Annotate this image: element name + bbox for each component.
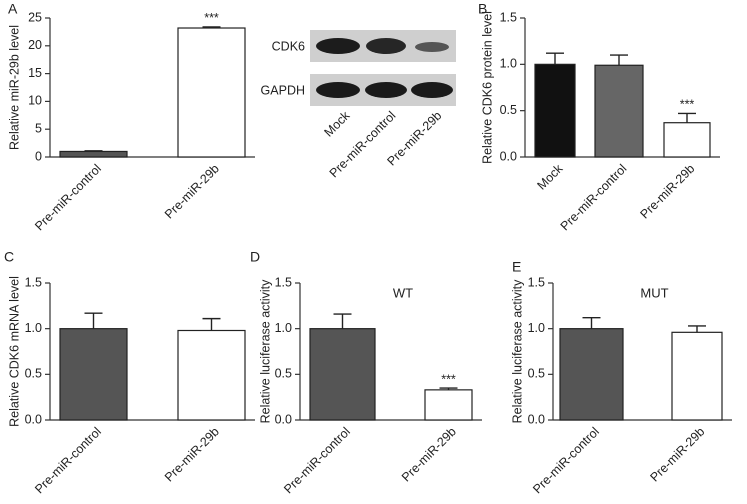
y-tick-label: 0.5: [528, 367, 545, 381]
bar: [177, 329, 246, 421]
blot-band: [411, 82, 453, 98]
x-tick-label: Pre-miR-29b: [637, 162, 697, 222]
panel-letter: D: [250, 249, 260, 265]
y-tick-label: 0.5: [25, 367, 42, 381]
bar: [671, 331, 723, 421]
bar: [594, 64, 644, 158]
y-tick-label: 0: [35, 149, 42, 163]
y-axis-title: Relative miR-29b level: [7, 25, 21, 150]
bar: [663, 122, 711, 158]
blot-band: [316, 38, 360, 54]
blot-row-label: GAPDH: [261, 83, 305, 97]
y-tick-label: 1.5: [528, 275, 545, 289]
x-tick-label: Pre-miR-29b: [162, 162, 222, 222]
blot-row-label: CDK6: [272, 39, 305, 53]
blot-band: [415, 42, 449, 52]
western-blot: CDK6 GAPDH Mock Pre-miR-control Pre-miR-…: [261, 30, 456, 180]
y-tick-label: 10: [28, 94, 42, 108]
y-tick-label: 0.0: [500, 149, 517, 163]
y-axis-title: Relative CDK6 protein level: [480, 11, 494, 164]
x-tick-label: Mock: [534, 161, 566, 193]
y-tick-label: 0.5: [500, 103, 517, 117]
x-tick-label: Pre-miR-control: [558, 162, 630, 234]
y-axis-title: Relative luciferase activity: [258, 279, 272, 424]
bar: [559, 328, 624, 421]
y-axis-title: Relative CDK6 mRNA level: [7, 276, 21, 427]
x-tick-label: Pre-miR-control: [281, 425, 353, 497]
y-axis-title: Relative luciferase activity: [510, 279, 524, 424]
x-tick-label: Pre-miR-control: [530, 425, 602, 497]
y-tick-label: 1.0: [275, 321, 292, 335]
y-tick-label: 20: [28, 38, 42, 52]
x-tick-label: Pre-miR-control: [32, 162, 104, 234]
panel-letter: B: [478, 1, 487, 17]
y-tick-label: 0.5: [275, 367, 292, 381]
blot-band: [366, 38, 406, 54]
blot-band: [316, 82, 360, 98]
x-tick-label: Pre-miR-29b: [647, 425, 707, 485]
panel-letter: A: [8, 1, 18, 17]
significance: ***: [680, 98, 695, 112]
y-tick-label: 0.0: [275, 412, 292, 426]
y-tick-label: 1.5: [25, 275, 42, 289]
y-tick-label: 25: [28, 10, 42, 24]
x-tick-label: Pre-miR-29b: [399, 425, 459, 485]
y-tick-label: 1.5: [275, 275, 292, 289]
bar: [534, 63, 576, 158]
y-tick-label: 1.0: [528, 321, 545, 335]
significance: ***: [204, 11, 219, 25]
x-tick-label: Pre-miR-29b: [162, 425, 222, 485]
bar: [177, 27, 246, 158]
y-tick-label: 0.0: [528, 412, 545, 426]
y-tick-label: 1.0: [500, 57, 517, 71]
y-tick-label: 15: [28, 66, 42, 80]
blot-lane-label: Mock: [321, 108, 353, 140]
bar: [59, 150, 128, 158]
bar: [59, 328, 128, 421]
inset-label: WT: [393, 285, 413, 300]
significance: ***: [441, 372, 456, 386]
inset-label: MUT: [640, 285, 668, 300]
bar: [309, 328, 376, 421]
bar: [424, 389, 473, 421]
y-tick-label: 1.0: [25, 321, 42, 335]
x-tick-label: Pre-miR-control: [32, 425, 104, 497]
y-tick-label: 0.0: [25, 412, 42, 426]
panel-letter: C: [4, 249, 14, 265]
y-tick-label: 5: [35, 121, 42, 135]
blot-band: [365, 82, 407, 98]
panel-letter: E: [512, 259, 521, 275]
y-tick-label: 1.5: [500, 10, 517, 24]
